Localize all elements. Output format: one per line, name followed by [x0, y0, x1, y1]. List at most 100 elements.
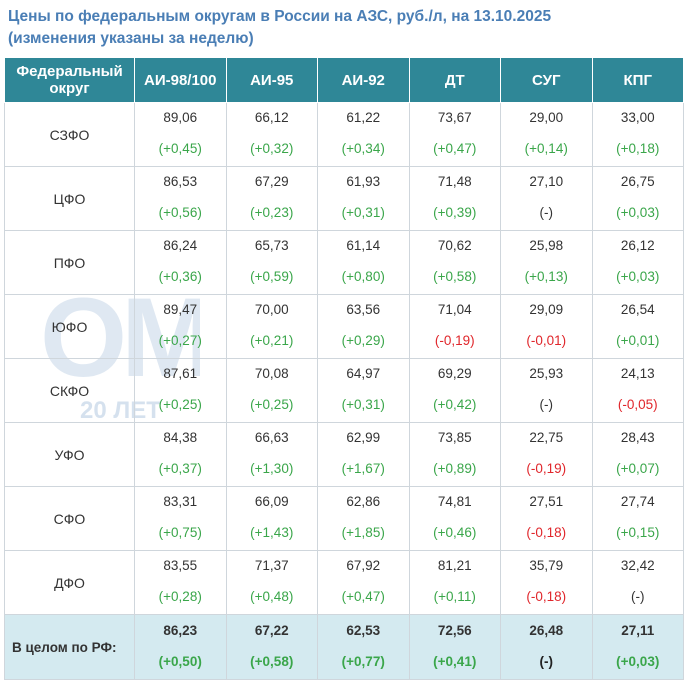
price-change: (+0,31): [341, 205, 385, 220]
price-value: 35,79: [529, 558, 564, 573]
price-value: 26,12: [620, 238, 655, 253]
price-cell: 63,56 (+0,29): [317, 294, 410, 359]
table-body: СЗФО 89,06 (+0,45) 66,12 (+0,32) 61,22 (+0,34)…: [4, 102, 684, 680]
price-cell: 24,13 (-0,05): [591, 358, 684, 423]
price-value: 66,63: [254, 430, 289, 445]
price-cell: 73,85 (+0,89): [408, 422, 501, 487]
table-row: УФО 84,38 (+0,37) 66,63 (+1,30) 62,99 (+1,67) 7…: [4, 422, 684, 487]
region-cell: ЦФО: [4, 166, 135, 231]
price-change: (+0,27): [158, 333, 202, 348]
price-change: (+0,34): [341, 141, 385, 156]
price-cell: 26,54 (+0,01): [591, 294, 684, 359]
price-change: (+0,58): [250, 653, 294, 669]
table-row: ЮФО 89,47 (+0,27) 70,00 (+0,21) 63,56 (+0,29) 7…: [4, 294, 684, 359]
price-value: 62,53: [346, 622, 381, 638]
price-value: 61,14: [346, 238, 381, 253]
price-change: (+0,03): [616, 653, 660, 669]
price-cell: 67,29 (+0,23): [225, 166, 318, 231]
price-cell: 83,31 (+0,75): [134, 486, 227, 551]
price-cell: 32,42 (-): [591, 550, 684, 615]
price-value: 72,56: [437, 622, 472, 638]
price-cell: 61,14 (+0,80): [317, 230, 410, 295]
region-cell: СЗФО: [4, 102, 135, 167]
price-value: 87,61: [163, 366, 198, 381]
price-change: (+0,21): [250, 333, 294, 348]
price-cell: 26,75 (+0,03): [591, 166, 684, 231]
price-value: 27,11: [621, 622, 655, 638]
price-change: (+0,47): [433, 141, 477, 156]
price-change: (+0,45): [158, 141, 202, 156]
price-value: 62,99: [346, 430, 381, 445]
price-cell: 28,43 (+0,07): [591, 422, 684, 487]
price-cell: 62,53 (+0,77): [317, 614, 410, 680]
price-cell: 66,12 (+0,32): [225, 102, 318, 167]
price-cell: 73,67 (+0,47): [408, 102, 501, 167]
price-value: 74,81: [437, 494, 472, 509]
price-change: (+0,01): [616, 333, 660, 348]
price-cell: 71,04 (-0,19): [408, 294, 501, 359]
price-cell: 69,29 (+0,42): [408, 358, 501, 423]
price-value: 27,10: [529, 174, 564, 189]
price-value: 73,67: [437, 110, 472, 125]
region-cell: УФО: [4, 422, 135, 487]
price-cell: 89,47 (+0,27): [134, 294, 227, 359]
price-change: (-0,18): [526, 525, 567, 540]
price-change: (+0,07): [616, 461, 660, 476]
total-row: В целом по РФ: 86,23 (+0,50) 67,22 (+0,58) 62…: [4, 614, 684, 680]
price-change: (+0,36): [158, 269, 202, 284]
fuel-price-table: Федеральный округ АИ-98/100 АИ-95 АИ-92 …: [4, 57, 684, 680]
price-change: (+0,50): [158, 653, 202, 669]
table-row: ЦФО 86,53 (+0,56) 67,29 (+0,23) 61,93 (+0,31) 7…: [4, 166, 684, 231]
price-change: (-0,19): [526, 461, 567, 476]
price-value: 27,51: [529, 494, 564, 509]
price-cell: 65,73 (+0,59): [225, 230, 318, 295]
price-value: 84,38: [163, 430, 198, 445]
price-value: 89,06: [163, 110, 198, 125]
price-change: (+0,77): [341, 653, 385, 669]
price-value: 25,98: [529, 238, 564, 253]
price-cell: 25,98 (+0,13): [500, 230, 593, 295]
price-change: (+0,48): [250, 589, 294, 604]
price-change: (+1,43): [250, 525, 294, 540]
price-change: (+0,23): [250, 205, 294, 220]
header-dt: ДТ: [408, 57, 501, 103]
price-value: 66,12: [254, 110, 289, 125]
price-change: (-): [631, 589, 645, 604]
price-value: 32,42: [620, 558, 655, 573]
region-cell: ЮФО: [4, 294, 135, 359]
price-change: (+0,80): [341, 269, 385, 284]
price-value: 62,86: [346, 494, 381, 509]
title-line-2: (изменения указаны за неделю): [8, 30, 254, 47]
header-sug: СУГ: [500, 57, 593, 103]
header-region: Федеральный округ: [4, 57, 135, 103]
price-value: 70,62: [437, 238, 472, 253]
price-change: (-0,01): [526, 333, 567, 348]
price-change: (+0,14): [524, 141, 568, 156]
region-cell: В целом по РФ:: [4, 614, 135, 680]
price-value: 61,22: [346, 110, 381, 125]
table-row: ПФО 86,24 (+0,36) 65,73 (+0,59) 61,14 (+0,80) 7…: [4, 230, 684, 295]
price-cell: 83,55 (+0,28): [134, 550, 227, 615]
price-value: 26,48: [529, 622, 564, 638]
price-value: 83,55: [163, 558, 198, 573]
price-change: (+0,31): [341, 397, 385, 412]
region-cell: СКФО: [4, 358, 135, 423]
price-change: (+0,18): [616, 141, 660, 156]
price-change: (+0,56): [158, 205, 202, 220]
price-cell: 62,99 (+1,67): [317, 422, 410, 487]
price-cell: 86,24 (+0,36): [134, 230, 227, 295]
price-value: 71,04: [437, 302, 472, 317]
price-value: 86,23: [163, 622, 198, 638]
price-value: 26,75: [620, 174, 655, 189]
price-value: 64,97: [346, 366, 381, 381]
price-cell: 26,12 (+0,03): [591, 230, 684, 295]
price-value: 71,37: [254, 558, 289, 573]
price-change: (+0,75): [158, 525, 202, 540]
price-value: 69,29: [437, 366, 472, 381]
price-change: (+0,39): [433, 205, 477, 220]
price-value: 67,92: [346, 558, 381, 573]
price-cell: 61,93 (+0,31): [317, 166, 410, 231]
price-change: (+1,67): [341, 461, 385, 476]
price-cell: 27,10 (-): [500, 166, 593, 231]
price-change: (+0,25): [250, 397, 294, 412]
